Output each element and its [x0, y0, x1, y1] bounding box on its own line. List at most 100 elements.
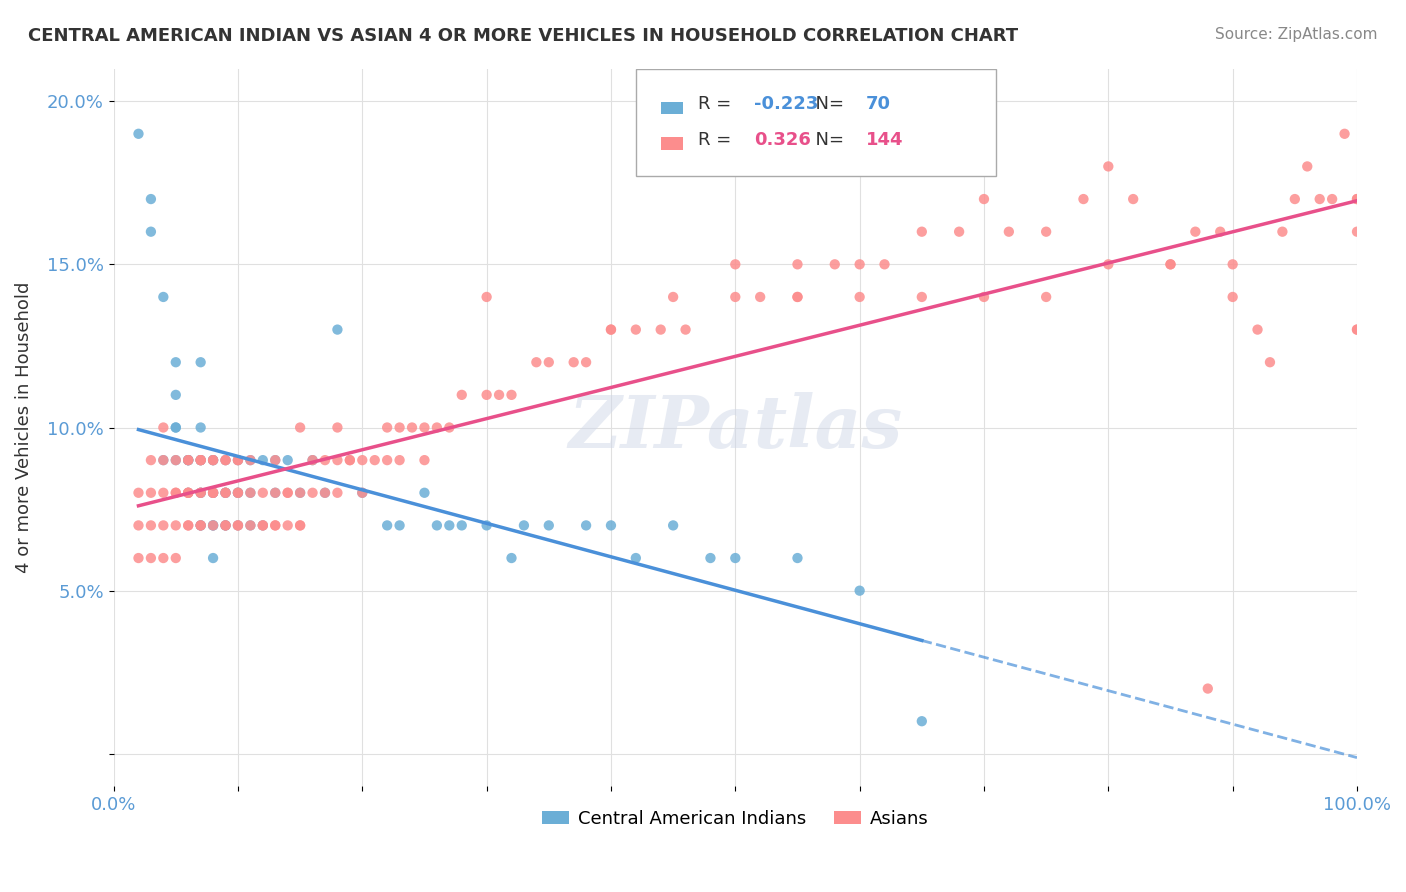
Point — [226, 518, 249, 533]
Point — [699, 551, 721, 566]
Point — [352, 453, 374, 467]
Point — [139, 192, 162, 206]
Point — [214, 518, 236, 533]
Point — [127, 518, 149, 533]
Point — [214, 518, 236, 533]
Point — [214, 485, 236, 500]
Point — [439, 518, 461, 533]
Point — [239, 453, 262, 467]
Point — [177, 453, 200, 467]
Point — [190, 420, 212, 434]
Point — [1097, 257, 1119, 271]
Point — [190, 518, 212, 533]
Point — [1035, 225, 1057, 239]
Point — [252, 518, 274, 533]
Point — [1097, 160, 1119, 174]
Point — [214, 485, 236, 500]
Point — [1346, 225, 1368, 239]
Point — [1258, 355, 1281, 369]
Point — [190, 485, 212, 500]
Point — [239, 453, 262, 467]
Point — [288, 518, 311, 533]
Point — [439, 420, 461, 434]
Point — [165, 355, 187, 369]
Point — [314, 485, 336, 500]
Point — [364, 453, 387, 467]
Text: R =: R = — [697, 95, 737, 113]
Point — [177, 485, 200, 500]
Point — [352, 485, 374, 500]
Point — [426, 518, 449, 533]
Point — [662, 518, 685, 533]
Point — [724, 290, 747, 304]
Point — [1346, 192, 1368, 206]
Point — [288, 485, 311, 500]
Point — [165, 420, 187, 434]
Point — [388, 453, 411, 467]
Point — [1284, 192, 1306, 206]
Point — [786, 290, 808, 304]
Point — [1222, 290, 1244, 304]
Point — [165, 420, 187, 434]
FancyBboxPatch shape — [661, 137, 683, 151]
Point — [326, 323, 349, 337]
Point — [288, 420, 311, 434]
Point — [1122, 192, 1144, 206]
Point — [277, 485, 299, 500]
Point — [326, 485, 349, 500]
Point — [973, 192, 995, 206]
Text: -0.223: -0.223 — [754, 95, 818, 113]
Point — [190, 453, 212, 467]
Point — [202, 518, 225, 533]
Point — [165, 551, 187, 566]
Text: N=: N= — [804, 95, 849, 113]
Point — [239, 518, 262, 533]
Point — [202, 485, 225, 500]
Text: 70: 70 — [866, 95, 891, 113]
Point — [650, 323, 672, 337]
Point — [575, 355, 598, 369]
Point — [1246, 323, 1268, 337]
Text: ZIPatlas: ZIPatlas — [568, 392, 903, 463]
Point — [475, 290, 498, 304]
Point — [513, 518, 536, 533]
Point — [252, 518, 274, 533]
Point — [326, 453, 349, 467]
Point — [190, 355, 212, 369]
Point — [314, 453, 336, 467]
Point — [339, 453, 361, 467]
Point — [177, 453, 200, 467]
Point — [139, 453, 162, 467]
Text: R =: R = — [697, 131, 737, 149]
Point — [177, 518, 200, 533]
Point — [202, 485, 225, 500]
Point — [786, 551, 808, 566]
Point — [190, 485, 212, 500]
Point — [139, 518, 162, 533]
Point — [277, 485, 299, 500]
Point — [264, 485, 287, 500]
Point — [152, 551, 174, 566]
Point — [749, 290, 772, 304]
Point — [848, 583, 870, 598]
Point — [226, 453, 249, 467]
Point — [165, 485, 187, 500]
Point — [190, 518, 212, 533]
Point — [524, 355, 547, 369]
Point — [139, 485, 162, 500]
Point — [226, 518, 249, 533]
Point — [450, 388, 472, 402]
Point — [314, 485, 336, 500]
Point — [202, 453, 225, 467]
Point — [911, 290, 934, 304]
Point — [948, 225, 970, 239]
Point — [214, 453, 236, 467]
Point — [1222, 257, 1244, 271]
Point — [202, 518, 225, 533]
Point — [537, 355, 560, 369]
Point — [388, 420, 411, 434]
Point — [226, 453, 249, 467]
Point — [152, 453, 174, 467]
Point — [202, 453, 225, 467]
Point — [401, 420, 423, 434]
